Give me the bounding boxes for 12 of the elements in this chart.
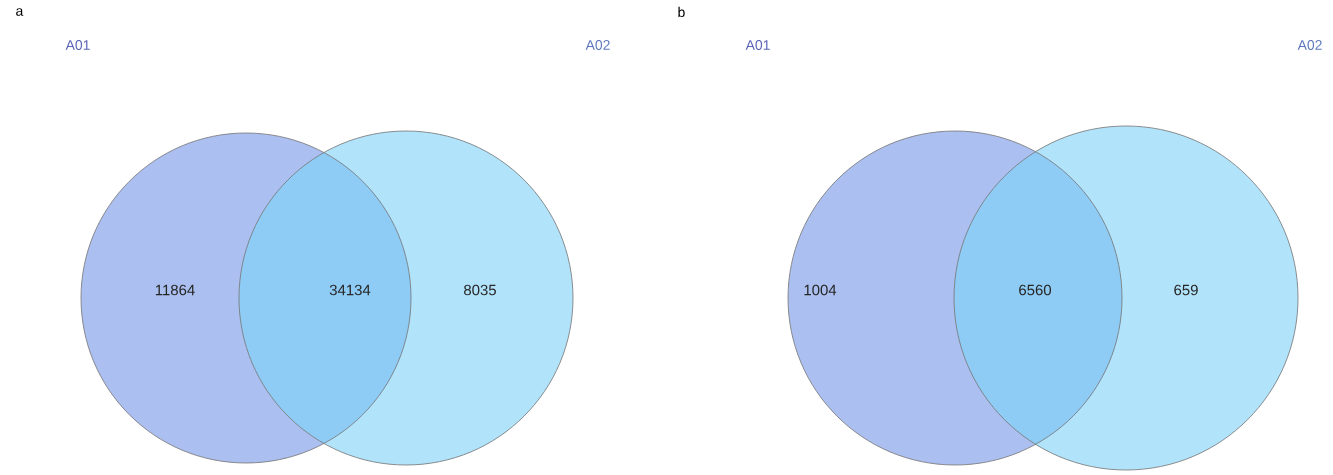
data-label: 659 (1174, 284, 1198, 296)
data-label: 6560 (1019, 284, 1052, 296)
text: b (678, 6, 685, 18)
data-label: 11864 (155, 284, 195, 296)
category-label: A01 (745, 40, 770, 50)
text: a (16, 8, 24, 16)
category-label: A02 (1297, 40, 1322, 50)
data-label: 8035 (464, 284, 496, 296)
data-label: 1004 (804, 284, 837, 296)
data-label: 34134 (329, 284, 371, 296)
category-label: A02 (585, 40, 610, 50)
category-label: A01 (65, 40, 90, 50)
